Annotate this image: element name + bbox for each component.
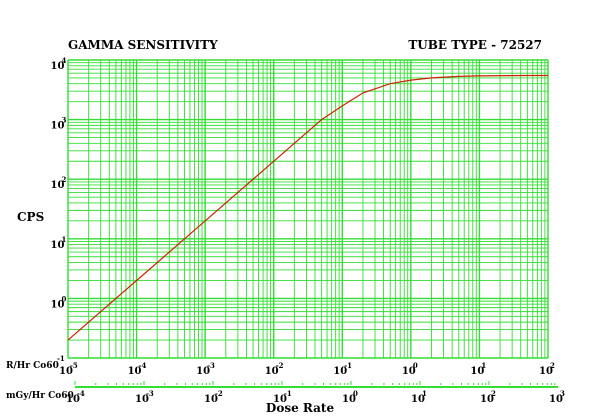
- y-tick-label-exp: 4: [62, 56, 67, 65]
- x-tick-label-r-hr-base: 10: [402, 366, 416, 377]
- y-tick-label: 102: [51, 175, 67, 191]
- x-tick-label-mgy-hr: 101: [411, 389, 427, 405]
- x-tick-label-mgy-hr-exp: 1: [422, 389, 427, 398]
- x-tick-label-mgy-hr-base: 10: [480, 394, 494, 405]
- x-tick-label-mgy-hr-base: 10: [549, 394, 563, 405]
- x-tick-label-mgy-hr-exp: -2: [215, 389, 223, 398]
- x-tick-label-r-hr-exp: 1: [481, 361, 486, 370]
- x-tick-label-mgy-hr-base: 10: [411, 394, 425, 405]
- y-tick-label-exp: 3: [62, 116, 67, 125]
- x-tick-label-mgy-hr-base: 10: [204, 394, 218, 405]
- grid: [67, 59, 558, 388]
- y-tick-label-base: 10: [51, 121, 65, 132]
- y-tick-label: 100: [51, 294, 67, 310]
- x-tick-label-r-hr: 102: [539, 361, 555, 377]
- x-tick-label-mgy-hr: 100: [342, 389, 358, 405]
- x-axis-name-mgy-hr: mGy/Hr Co60: [6, 391, 74, 401]
- chart-subtitle: TUBE TYPE - 72527: [408, 38, 542, 52]
- x-tick-label-mgy-hr: 10-2: [204, 389, 223, 405]
- x-tick-label-mgy-hr-base: 10: [273, 394, 287, 405]
- x-tick-label-r-hr-base: 10: [196, 366, 210, 377]
- x-tick-label-mgy-hr: 103: [549, 389, 565, 405]
- y-tick-label-exp: 2: [62, 175, 67, 184]
- x-tick-label-mgy-hr-base: 10: [342, 394, 356, 405]
- x-tick-label-mgy-hr: 10-3: [135, 389, 154, 405]
- x-tick-label-r-hr-base: 10: [128, 366, 142, 377]
- x-tick-label-r-hr-base: 10: [59, 366, 73, 377]
- y-tick-label-exp: 0: [62, 294, 67, 303]
- x-tick-label-mgy-hr-exp: 2: [491, 389, 496, 398]
- x-tick-label-mgy-hr-exp: 0: [353, 389, 358, 398]
- x-tick-label-r-hr: 100: [402, 361, 418, 377]
- x-tick-label-mgy-hr: 10-4: [66, 389, 85, 405]
- x-tick-label-r-hr-exp: -3: [207, 361, 215, 370]
- x-tick-label-r-hr-exp: 2: [550, 361, 555, 370]
- y-tick-label-exp: -1: [57, 354, 65, 363]
- x-tick-label-r-hr-exp: -2: [276, 361, 284, 370]
- y-tick-label: 101: [51, 235, 67, 251]
- x-tick-label-mgy-hr-base: 10: [135, 394, 149, 405]
- x-tick-label-r-hr-exp: 0: [413, 361, 418, 370]
- x-tick-label-mgy-hr: 102: [480, 389, 496, 405]
- x-tick-label-r-hr: 10-1: [333, 361, 352, 377]
- x-tick-label-r-hr-exp: -1: [344, 361, 352, 370]
- y-tick-label: 103: [51, 116, 67, 132]
- y-tick-label: -1: [57, 354, 65, 363]
- x-tick-label-mgy-hr-exp: -4: [77, 389, 85, 398]
- series-line: [67, 74, 548, 341]
- x-tick-label-r-hr: 10-3: [196, 361, 215, 377]
- x-axis-name-r-hr: R/Hr Co60: [6, 361, 59, 371]
- x-axis-label: Dose Rate: [266, 401, 335, 415]
- y-tick-label-exp: 1: [62, 235, 67, 244]
- y-tick-label-base: 10: [51, 61, 65, 72]
- x-tick-label-r-hr-base: 10: [265, 366, 279, 377]
- x-tick-label-r-hr-exp: -4: [139, 361, 147, 370]
- chart-title: GAMMA SENSITIVITY: [68, 38, 218, 52]
- x-tick-label-r-hr: 10-5: [59, 361, 78, 377]
- x-tick-label-r-hr: 10-4: [128, 361, 147, 377]
- x-tick-label-mgy-hr-exp: 3: [560, 389, 565, 398]
- x-tick-label-mgy-hr-exp: -1: [284, 389, 292, 398]
- x-tick-label-r-hr: 101: [470, 361, 486, 377]
- series-layer: [67, 74, 548, 341]
- x-tick-label-mgy-hr-exp: -3: [146, 389, 154, 398]
- x-tick-labels: 10-510-410-310-210-110010110210-410-310-…: [59, 361, 565, 405]
- x-tick-label-mgy-hr-base: 10: [66, 394, 80, 405]
- x-tick-label-r-hr-exp: -5: [70, 361, 78, 370]
- y-tick-label: 104: [51, 56, 67, 72]
- y-axis-label: CPS: [17, 210, 44, 224]
- x-tick-label-r-hr-base: 10: [333, 366, 347, 377]
- x-tick-label-mgy-hr: 10-1: [273, 389, 292, 405]
- x-tick-label-r-hr-base: 10: [470, 366, 484, 377]
- y-tick-label-base: 10: [51, 299, 65, 310]
- y-tick-label-base: 10: [51, 240, 65, 251]
- y-tick-label-base: 10: [51, 180, 65, 191]
- x-tick-label-r-hr: 10-2: [265, 361, 284, 377]
- x-tick-label-r-hr-base: 10: [539, 366, 553, 377]
